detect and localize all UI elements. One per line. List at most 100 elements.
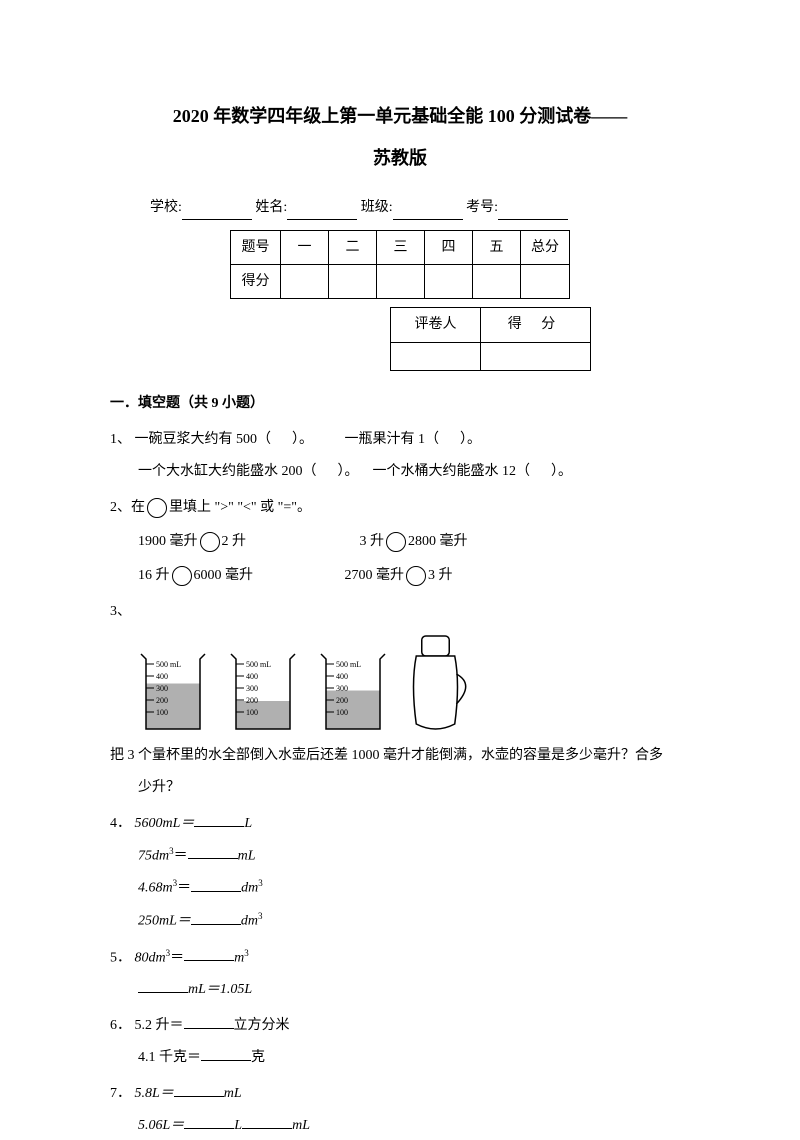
examno-blank[interactable] — [498, 202, 568, 220]
th-col-5: 五 — [473, 230, 521, 264]
svg-text:200: 200 — [156, 696, 168, 705]
score-cell[interactable] — [521, 265, 570, 299]
sup: 3 — [258, 911, 263, 921]
q6-l1: 5.2 升＝ — [135, 1018, 184, 1033]
q2-r1a-left: 1900 毫升 — [138, 534, 198, 549]
question-1: 1、 一碗豆浆大约有 500（ ）。 一瓶果汁有 1（ ）。 一个大水缸大约能盛… — [110, 426, 690, 486]
score-table: 题号 一 二 三 四 五 总分 得分 — [230, 230, 570, 299]
score-cell[interactable] — [377, 265, 425, 299]
q7-l2-mid: L — [234, 1118, 242, 1133]
q7-prefix: 7． — [110, 1086, 131, 1101]
q4-l2-right: mL — [238, 848, 256, 863]
blank-input[interactable] — [242, 1113, 292, 1129]
examiner-label: 评卷人 — [391, 308, 481, 342]
blank-input[interactable] — [138, 977, 188, 993]
question-4: 4． 5600mL＝L 75dm3＝mL 4.68m3＝dm3 250mL＝dm… — [110, 810, 690, 936]
score-cell[interactable] — [329, 265, 377, 299]
q4-l3-left: 4.68m — [138, 881, 173, 896]
score-cell[interactable] — [481, 342, 591, 370]
q6-prefix: 6． — [110, 1018, 131, 1033]
examiner-cell[interactable] — [391, 342, 481, 370]
q2-r1b-left: 3 升 — [360, 534, 385, 549]
q6-l1-unit: 立方分米 — [234, 1018, 290, 1033]
th-score: 得分 — [231, 265, 281, 299]
q5-l2-right: mL＝1.05L — [188, 982, 252, 997]
circle-icon[interactable] — [386, 532, 406, 552]
name-blank[interactable] — [287, 202, 357, 220]
q7-l2-right: mL — [292, 1118, 310, 1133]
circle-icon[interactable] — [147, 498, 167, 518]
svg-text:400: 400 — [246, 672, 258, 681]
q4-l4-left: 250mL＝ — [138, 914, 191, 929]
q3-text2: 少升？ — [110, 774, 690, 802]
circle-icon[interactable] — [172, 566, 192, 586]
svg-text:500 mL: 500 mL — [156, 660, 181, 669]
section-1-head: 一．填空题（共 9 小题） — [110, 391, 690, 416]
school-blank[interactable] — [182, 202, 252, 220]
svg-text:300: 300 — [156, 684, 168, 693]
q2-r2b-left: 2700 毫升 — [345, 568, 405, 583]
svg-text:300: 300 — [336, 684, 348, 693]
question-7: 7． 5.8L＝mL 5.06L＝LmL — [110, 1080, 690, 1140]
beaker-icon: 500 mL400300200100 — [228, 649, 298, 734]
beakers-row: 500 mL400300200100 500 mL400300200100 50… — [110, 634, 690, 734]
q2-r2b-right: 3 升 — [428, 568, 453, 583]
svg-text:100: 100 — [156, 708, 168, 717]
q2-prefix: 2、在 — [110, 500, 145, 515]
blank-input[interactable] — [184, 1013, 234, 1029]
score-cell[interactable] — [473, 265, 521, 299]
svg-text:200: 200 — [246, 696, 258, 705]
blank-input[interactable] — [188, 843, 238, 859]
title-line-1: 2020 年数学四年级上第一单元基础全能 100 分测试卷—— — [110, 100, 690, 132]
score-cell[interactable] — [281, 265, 329, 299]
class-label: 班级: — [361, 200, 393, 215]
circle-icon[interactable] — [200, 532, 220, 552]
q4-l2-eq: ＝ — [174, 848, 188, 863]
q3-prefix: 3、 — [110, 604, 131, 619]
question-3: 3、 500 mL400300200100 500 mL400300200100… — [110, 598, 690, 802]
score-header-row: 题号 一 二 三 四 五 总分 — [231, 230, 570, 264]
svg-text:100: 100 — [336, 708, 348, 717]
jug-icon — [408, 634, 478, 734]
blank-input[interactable] — [191, 909, 241, 925]
q1-part1a-end: ）。 — [292, 432, 313, 447]
q1-part2b-end: ）。 — [551, 464, 572, 479]
blank-input[interactable] — [184, 945, 234, 961]
q4-l4-right: dm — [241, 914, 258, 929]
title-line-2: 苏教版 — [110, 142, 690, 174]
circle-icon[interactable] — [406, 566, 426, 586]
evaluator-table: 评卷人 得 分 — [390, 307, 591, 370]
q1-part2a-end: ）。 — [338, 464, 359, 479]
q7-l1-left: 5.8L＝ — [135, 1086, 174, 1101]
svg-text:200: 200 — [336, 696, 348, 705]
q4-l2-left: 75dm — [138, 848, 169, 863]
beaker-icon: 500 mL400300200100 — [318, 649, 388, 734]
th-number: 题号 — [231, 230, 281, 264]
svg-text:500 mL: 500 mL — [336, 660, 361, 669]
score-cell[interactable] — [425, 265, 473, 299]
q4-l3-right: dm — [241, 881, 258, 896]
sup: 3 — [258, 878, 263, 888]
blank-input[interactable] — [174, 1081, 224, 1097]
blank-input[interactable] — [191, 876, 241, 892]
q2-r2a-left: 16 升 — [138, 568, 170, 583]
svg-text:500 mL: 500 mL — [246, 660, 271, 669]
blank-input[interactable] — [201, 1045, 251, 1061]
student-info-row: 学校: 姓名: 班级: 考号: — [110, 195, 690, 220]
q2-tail: 里填上 ">" "<" 或 "="。 — [169, 500, 311, 515]
blank-input[interactable] — [194, 811, 244, 827]
q7-l2-left: 5.06L＝ — [138, 1118, 184, 1133]
q2-r2a-right: 6000 毫升 — [194, 568, 254, 583]
q1-part2b: 一个水桶大约能盛水 12（ — [373, 464, 531, 479]
q4-l1-left: 5600mL＝ — [135, 816, 195, 831]
q1-part1a: 一碗豆浆大约有 500（ — [135, 432, 272, 447]
question-2: 2、在里填上 ">" "<" 或 "="。 1900 毫升2 升 3 升2800… — [110, 494, 690, 590]
q2-r1b-right: 2800 毫升 — [408, 534, 468, 549]
q4-l3-eq: ＝ — [177, 881, 191, 896]
score-value-row: 得分 — [231, 265, 570, 299]
question-6: 6． 5.2 升＝立方分米 4.1 千克＝克 — [110, 1012, 690, 1072]
th-col-2: 二 — [329, 230, 377, 264]
class-blank[interactable] — [393, 202, 463, 220]
q1-prefix: 1、 — [110, 432, 131, 447]
blank-input[interactable] — [184, 1113, 234, 1129]
